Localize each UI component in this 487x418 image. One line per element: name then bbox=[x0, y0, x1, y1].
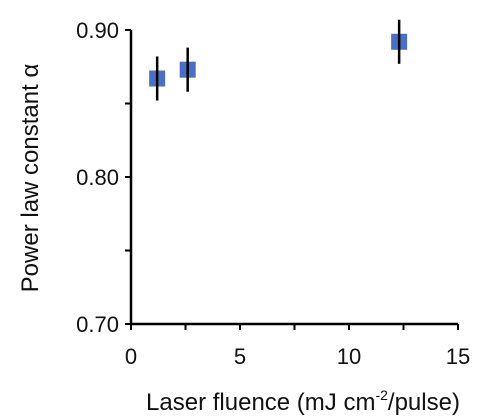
y-tick-label: 0.80 bbox=[76, 165, 119, 190]
data-point bbox=[391, 19, 408, 64]
x-tick-label: 0 bbox=[125, 344, 137, 369]
x-axis: 0 5 10 15 bbox=[125, 322, 470, 369]
y-axis-title: Power law constant α bbox=[17, 64, 44, 293]
y-axis: 0.70 0.80 0.90 bbox=[76, 18, 133, 337]
x-ticks: 0 5 10 15 bbox=[125, 324, 470, 369]
y-tick-label: 0.90 bbox=[76, 18, 119, 43]
data-point bbox=[179, 47, 196, 92]
x-axis-title-main: Laser fluence (mJ cm bbox=[146, 389, 375, 416]
x-tick-label: 15 bbox=[446, 344, 470, 369]
y-ticks: 0.70 0.80 0.90 bbox=[76, 18, 131, 337]
y-tick-label: 0.70 bbox=[76, 312, 119, 337]
x-axis-title-tail: /pulse) bbox=[388, 389, 460, 416]
x-axis-title: Laser fluence (mJ cm-2/pulse) bbox=[146, 387, 460, 416]
x-tick-label: 5 bbox=[234, 344, 246, 369]
x-tick-label: 10 bbox=[337, 344, 361, 369]
data-points bbox=[149, 19, 408, 101]
data-point bbox=[149, 56, 166, 101]
x-axis-title-superscript: -2 bbox=[375, 387, 388, 403]
